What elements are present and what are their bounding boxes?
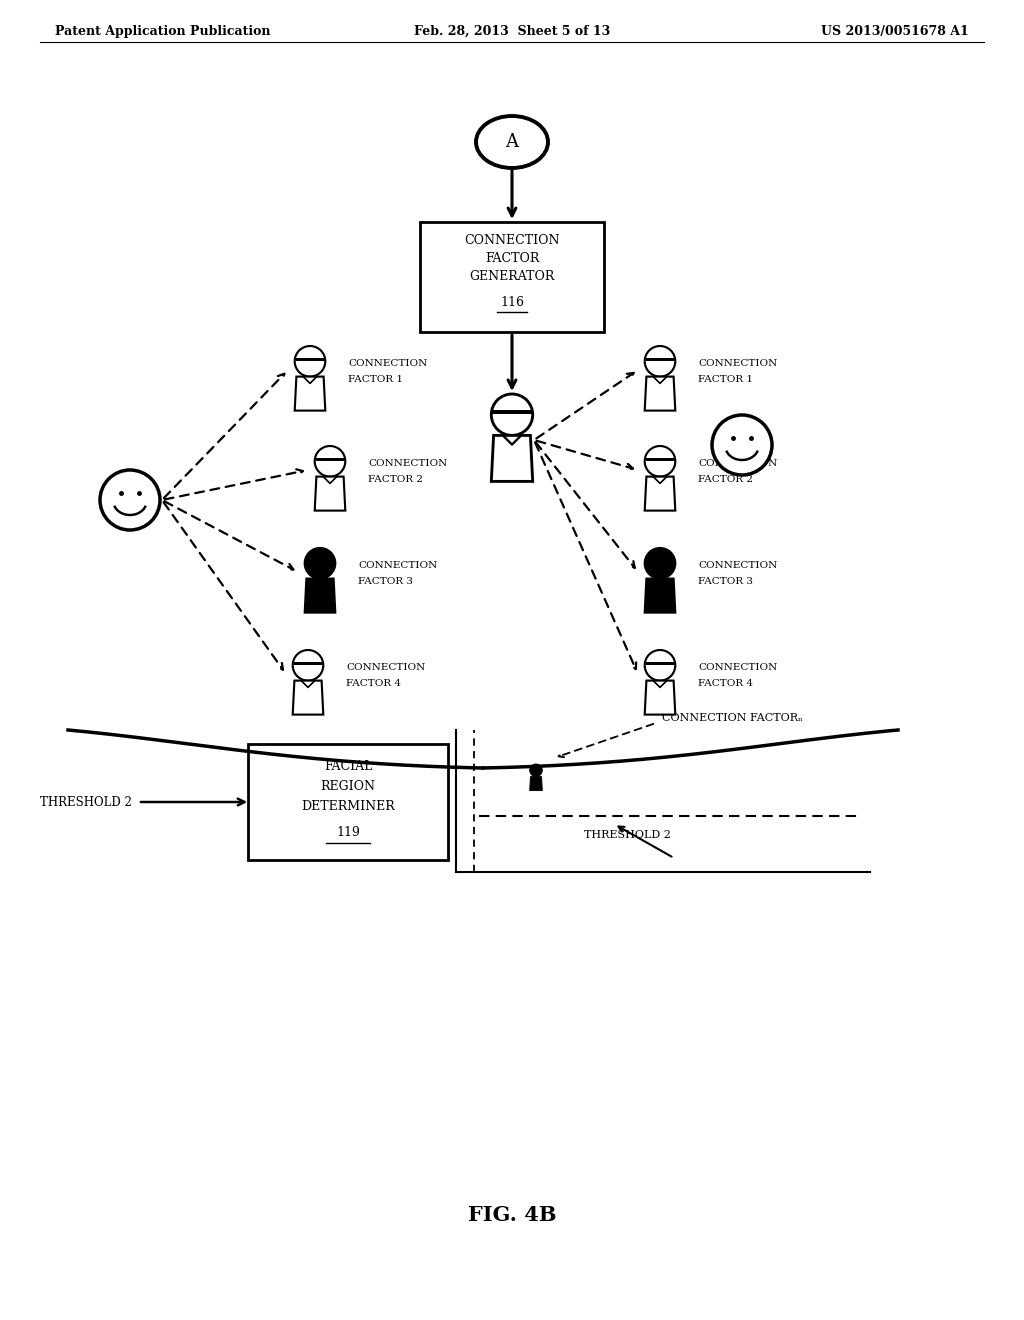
Polygon shape — [645, 376, 675, 411]
Text: CONNECTION: CONNECTION — [698, 359, 777, 368]
Circle shape — [100, 470, 160, 531]
Text: THRESHOLD 2: THRESHOLD 2 — [584, 830, 671, 840]
Circle shape — [529, 764, 543, 776]
Circle shape — [645, 649, 675, 681]
Circle shape — [645, 446, 675, 477]
Text: THRESHOLD 2: THRESHOLD 2 — [40, 796, 132, 808]
Circle shape — [645, 346, 675, 376]
Text: Feb. 28, 2013  Sheet 5 of 13: Feb. 28, 2013 Sheet 5 of 13 — [414, 25, 610, 38]
Text: CONNECTION: CONNECTION — [698, 561, 777, 570]
Polygon shape — [314, 477, 345, 511]
Text: FACTOR 3: FACTOR 3 — [358, 578, 413, 586]
Text: A: A — [506, 133, 518, 150]
Polygon shape — [295, 376, 326, 411]
Text: FIG. 4B: FIG. 4B — [468, 1205, 556, 1225]
Polygon shape — [492, 436, 532, 482]
Text: CONNECTION: CONNECTION — [368, 459, 447, 469]
Text: 116: 116 — [500, 296, 524, 309]
Circle shape — [305, 548, 335, 578]
Text: FACTOR: FACTOR — [484, 252, 540, 264]
Text: CONNECTION: CONNECTION — [698, 664, 777, 672]
Text: FACTOR 3: FACTOR 3 — [698, 578, 753, 586]
Polygon shape — [293, 681, 324, 714]
Bar — [420, 222, 604, 333]
Text: FACTOR 4: FACTOR 4 — [698, 680, 753, 689]
Text: FACTOR 2: FACTOR 2 — [368, 475, 423, 484]
Circle shape — [492, 393, 532, 436]
Text: US 2013/0051678 A1: US 2013/0051678 A1 — [821, 25, 969, 38]
Text: Patent Application Publication: Patent Application Publication — [55, 25, 270, 38]
Text: FACIAL: FACIAL — [324, 759, 372, 772]
Text: FACTOR 1: FACTOR 1 — [348, 375, 403, 384]
Text: FACTOR 4: FACTOR 4 — [346, 680, 401, 689]
Text: FACTOR 2: FACTOR 2 — [698, 475, 753, 484]
Bar — [248, 744, 449, 861]
Circle shape — [645, 548, 675, 578]
Circle shape — [712, 414, 772, 475]
Polygon shape — [645, 681, 675, 714]
Text: CONNECTION: CONNECTION — [358, 561, 437, 570]
Text: CONNECTION FACTORₙ: CONNECTION FACTORₙ — [662, 713, 803, 723]
Polygon shape — [645, 477, 675, 511]
Text: CONNECTION: CONNECTION — [346, 664, 425, 672]
Polygon shape — [645, 578, 675, 612]
Text: DETERMINER: DETERMINER — [301, 800, 395, 813]
Text: CONNECTION: CONNECTION — [348, 359, 427, 368]
Text: 119: 119 — [336, 825, 360, 838]
Polygon shape — [305, 578, 335, 612]
Text: CONNECTION: CONNECTION — [464, 234, 560, 247]
Text: CONNECTION: CONNECTION — [698, 459, 777, 469]
Circle shape — [293, 649, 324, 681]
Text: REGION: REGION — [321, 780, 376, 792]
Circle shape — [314, 446, 345, 477]
Polygon shape — [529, 776, 543, 791]
Text: GENERATOR: GENERATOR — [469, 269, 555, 282]
Text: FACTOR 1: FACTOR 1 — [698, 375, 753, 384]
Circle shape — [295, 346, 326, 376]
